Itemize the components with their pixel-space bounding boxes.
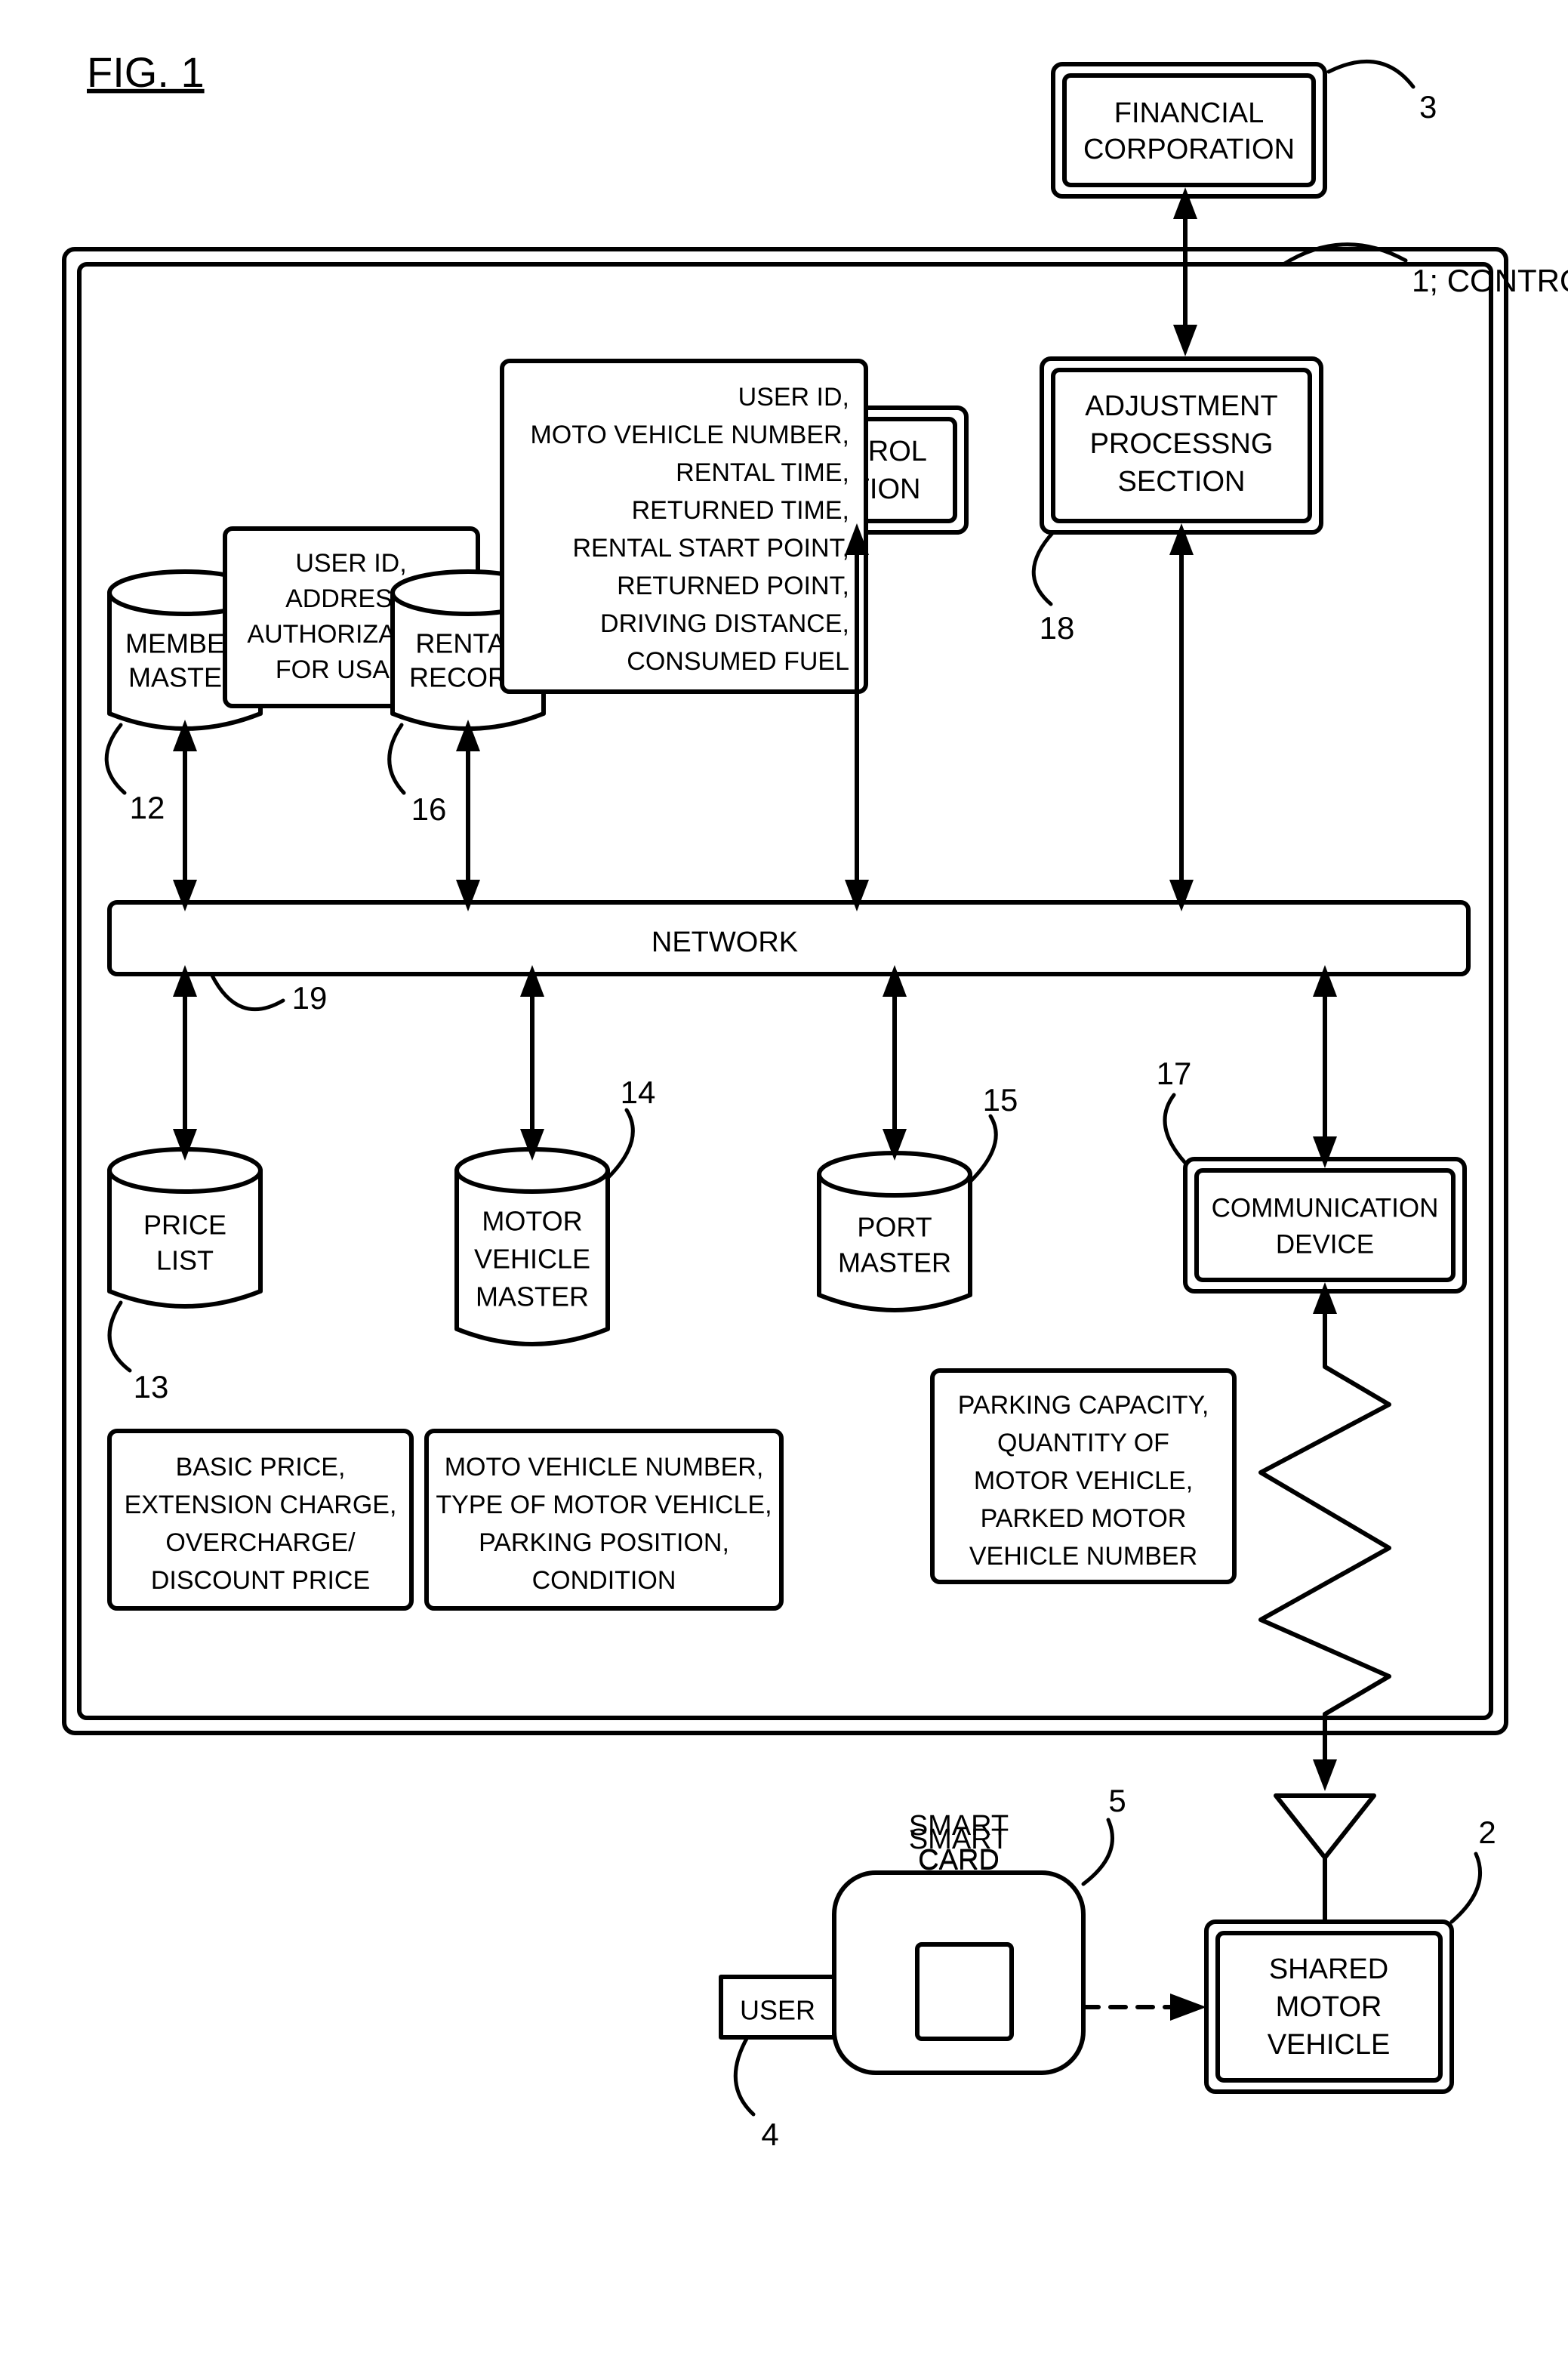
shared-motor-vehicle-box: SHARED MOTOR VEHICLE xyxy=(1206,1922,1452,2092)
ref-lead-5 xyxy=(1083,1820,1112,1884)
price-list-db: PRICE LIST xyxy=(109,1149,260,1306)
ref-14: 14 xyxy=(621,1075,656,1110)
port-master-details: PARKING CAPACITY, QUANTITY OF MOTOR VEHI… xyxy=(932,1371,1234,1582)
ref-17: 17 xyxy=(1157,1056,1192,1091)
rr-d4: RETURNED TIME, xyxy=(632,496,849,525)
motor-vehicle-master-details: MOTO VEHICLE NUMBER, TYPE OF MOTOR VEHIC… xyxy=(427,1431,781,1608)
pm-d3: MOTOR VEHICLE, xyxy=(974,1466,1193,1495)
user-label: USER xyxy=(740,1995,815,2026)
price-list-details: BASIC PRICE, EXTENSION CHARGE, OVERCHARG… xyxy=(109,1431,411,1608)
mvm-d3: PARKING POSITION, xyxy=(479,1528,729,1557)
ref-lead-2 xyxy=(1452,1854,1480,1922)
ref-4: 4 xyxy=(761,2117,778,2152)
port-master-label-1: PORT xyxy=(857,1212,932,1243)
smart-card-text-1: SMART xyxy=(909,1810,1009,1842)
antenna-icon xyxy=(1276,1796,1374,1922)
pl-d4: DISCOUNT PRICE xyxy=(151,1566,370,1595)
communication-device-box: COMMUNICATION DEVICE xyxy=(1185,1159,1465,1291)
port-master-label-2: MASTER xyxy=(838,1247,951,1278)
pm-d4: PARKED MOTOR xyxy=(981,1504,1187,1533)
pl-d3: OVERCHARGE/ xyxy=(165,1528,356,1557)
pm-d1: PARKING CAPACITY, xyxy=(958,1391,1209,1420)
ref-lead-3 xyxy=(1329,61,1413,87)
network-label: NETWORK xyxy=(652,927,798,958)
diagram-canvas: FIG. 1 FINANCIAL CORPORATION 3 1; CONTRO… xyxy=(0,0,1568,2362)
financial-corp-label-2: CORPORATION xyxy=(1083,134,1295,165)
pl-d1: BASIC PRICE, xyxy=(176,1453,346,1482)
ref-16: 16 xyxy=(411,791,447,827)
comm-dev-label-1: COMMUNICATION xyxy=(1212,1193,1439,1223)
financial-corporation-box: FINANCIAL CORPORATION xyxy=(1053,64,1325,196)
mvm-d1: MOTO VEHICLE NUMBER, xyxy=(445,1453,764,1482)
adjustment-label-1: ADJUSTMENT xyxy=(1085,390,1277,422)
shared-vehicle-label-1: SHARED xyxy=(1269,1953,1388,1985)
ref-1: 1; CONTROL ROOM xyxy=(1412,263,1568,298)
user-box: USER xyxy=(721,1977,834,2037)
ref-15: 15 xyxy=(983,1082,1018,1118)
ref-lead-4 xyxy=(735,2037,753,2114)
price-list-label-2: LIST xyxy=(156,1245,214,1276)
pm-d5: VEHICLE NUMBER xyxy=(969,1542,1197,1571)
pm-d2: QUANTITY OF xyxy=(997,1429,1169,1457)
ref-13: 13 xyxy=(134,1369,169,1405)
adjustment-label-2: PROCESSNG xyxy=(1090,428,1274,460)
mvm-label-3: MASTER xyxy=(476,1281,589,1312)
ref-3: 3 xyxy=(1419,89,1437,125)
mvm-label-1: MOTOR xyxy=(482,1206,582,1237)
ref-5: 5 xyxy=(1108,1783,1126,1818)
rr-d3: RENTAL TIME, xyxy=(676,458,849,487)
mvm-label-2: VEHICLE xyxy=(474,1244,590,1275)
port-master-db: PORT MASTER xyxy=(819,1153,970,1310)
ref-18: 18 xyxy=(1040,610,1075,646)
rr-d5: RENTAL START POINT, xyxy=(572,534,849,563)
mvm-d2: TYPE OF MOTOR VEHICLE, xyxy=(436,1491,772,1519)
mvm-d4: CONDITION xyxy=(532,1566,676,1595)
rr-d8: CONSUMED FUEL xyxy=(627,647,849,676)
shared-vehicle-label-3: VEHICLE xyxy=(1268,2029,1391,2061)
rr-d7: DRIVING DISTANCE, xyxy=(600,609,849,638)
rr-d6: RETURNED POINT, xyxy=(617,572,849,600)
motor-vehicle-master-db: MOTOR VEHICLE MASTER xyxy=(457,1149,608,1344)
rr-d2: MOTO VEHICLE NUMBER, xyxy=(530,421,849,449)
adjustment-section-box: ADJUSTMENT PROCESSNG SECTION xyxy=(1042,359,1321,532)
figure-title: FIG. 1 xyxy=(87,48,205,96)
arrow-smartcard-vehicle xyxy=(1083,1994,1206,2021)
price-list-label-1: PRICE xyxy=(143,1210,226,1241)
rr-d1: USER ID, xyxy=(738,383,849,412)
rental-record-details: USER ID, MOTO VEHICLE NUMBER, RENTAL TIM… xyxy=(502,361,866,692)
comm-dev-label-2: DEVICE xyxy=(1276,1229,1374,1259)
pl-d2: EXTENSION CHARGE, xyxy=(125,1491,397,1519)
financial-corp-label-1: FINANCIAL xyxy=(1114,97,1264,129)
mm-d1: USER ID, xyxy=(295,549,406,578)
shared-vehicle-label-2: MOTOR xyxy=(1276,1991,1382,2023)
ref-2: 2 xyxy=(1478,1815,1496,1850)
smart-card-text-2: CARD xyxy=(918,1844,1000,1876)
ref-19: 19 xyxy=(292,980,328,1016)
adjustment-label-3: SECTION xyxy=(1118,466,1246,498)
ref-12: 12 xyxy=(130,790,165,825)
